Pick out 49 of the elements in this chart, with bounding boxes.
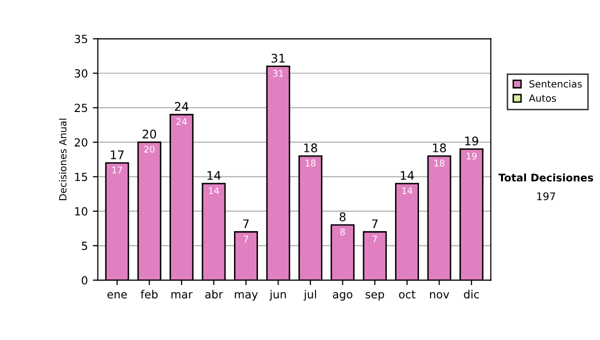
total-label: 31 bbox=[272, 54, 285, 63]
x-tick-label: mar bbox=[171, 292, 193, 298]
x-tick-label: jun bbox=[269, 290, 286, 301]
data-label: 7 bbox=[372, 236, 377, 242]
data-label: 24 bbox=[176, 118, 187, 125]
total-label: 14 bbox=[208, 171, 221, 180]
y-tick-label: 0 bbox=[82, 276, 88, 285]
data-label: 7 bbox=[244, 236, 248, 242]
data-label: 18 bbox=[306, 160, 316, 166]
total-label: 24 bbox=[174, 102, 188, 111]
x-tick-label: nov bbox=[430, 292, 450, 298]
y-tick-label: 30 bbox=[74, 69, 88, 78]
legend-label: Sentencias bbox=[529, 80, 582, 88]
x-tick-label: jul bbox=[304, 290, 316, 301]
total-label: 19 bbox=[465, 136, 478, 146]
y-tick-label: 25 bbox=[74, 104, 88, 112]
x-tick-label: dic bbox=[464, 290, 479, 298]
x-tick-label: sep bbox=[366, 292, 384, 301]
total-label: 18 bbox=[304, 143, 318, 152]
data-label: 14 bbox=[209, 187, 220, 194]
total-label: 17 bbox=[110, 150, 124, 160]
y-tick-label: 10 bbox=[75, 207, 88, 216]
text: Total Decisiones bbox=[498, 173, 594, 182]
y-tick-label: 15 bbox=[75, 172, 88, 182]
data-label: 31 bbox=[273, 70, 284, 77]
legend-label: Autos bbox=[528, 94, 556, 102]
total-label: 7 bbox=[372, 219, 378, 228]
total-label: 7 bbox=[243, 219, 249, 228]
total-label: 14 bbox=[400, 171, 414, 180]
total-label: 20 bbox=[142, 130, 156, 139]
x-tick-label: may bbox=[234, 292, 258, 301]
total-label: 8 bbox=[340, 212, 346, 222]
y-tick-label: 20 bbox=[74, 138, 88, 147]
data-label: 17 bbox=[112, 166, 122, 174]
data-label: 8 bbox=[340, 228, 345, 236]
data-label: 14 bbox=[402, 187, 412, 194]
y-tick-label: 5 bbox=[82, 242, 88, 250]
data-label: 19 bbox=[466, 152, 477, 160]
text: 197 bbox=[537, 192, 556, 200]
x-tick-label: oct bbox=[399, 290, 416, 298]
data-label: 20 bbox=[144, 146, 154, 153]
x-tick-label: ene bbox=[107, 292, 127, 298]
x-tick-label: feb bbox=[140, 290, 158, 298]
data-label: 18 bbox=[434, 160, 444, 166]
y-tick-label: 35 bbox=[74, 34, 88, 44]
total-label: 18 bbox=[433, 143, 446, 152]
x-tick-label: abr bbox=[205, 290, 223, 298]
y-axis-title: Decisiones Anual bbox=[58, 118, 66, 200]
x-tick-label: ago bbox=[332, 292, 352, 301]
